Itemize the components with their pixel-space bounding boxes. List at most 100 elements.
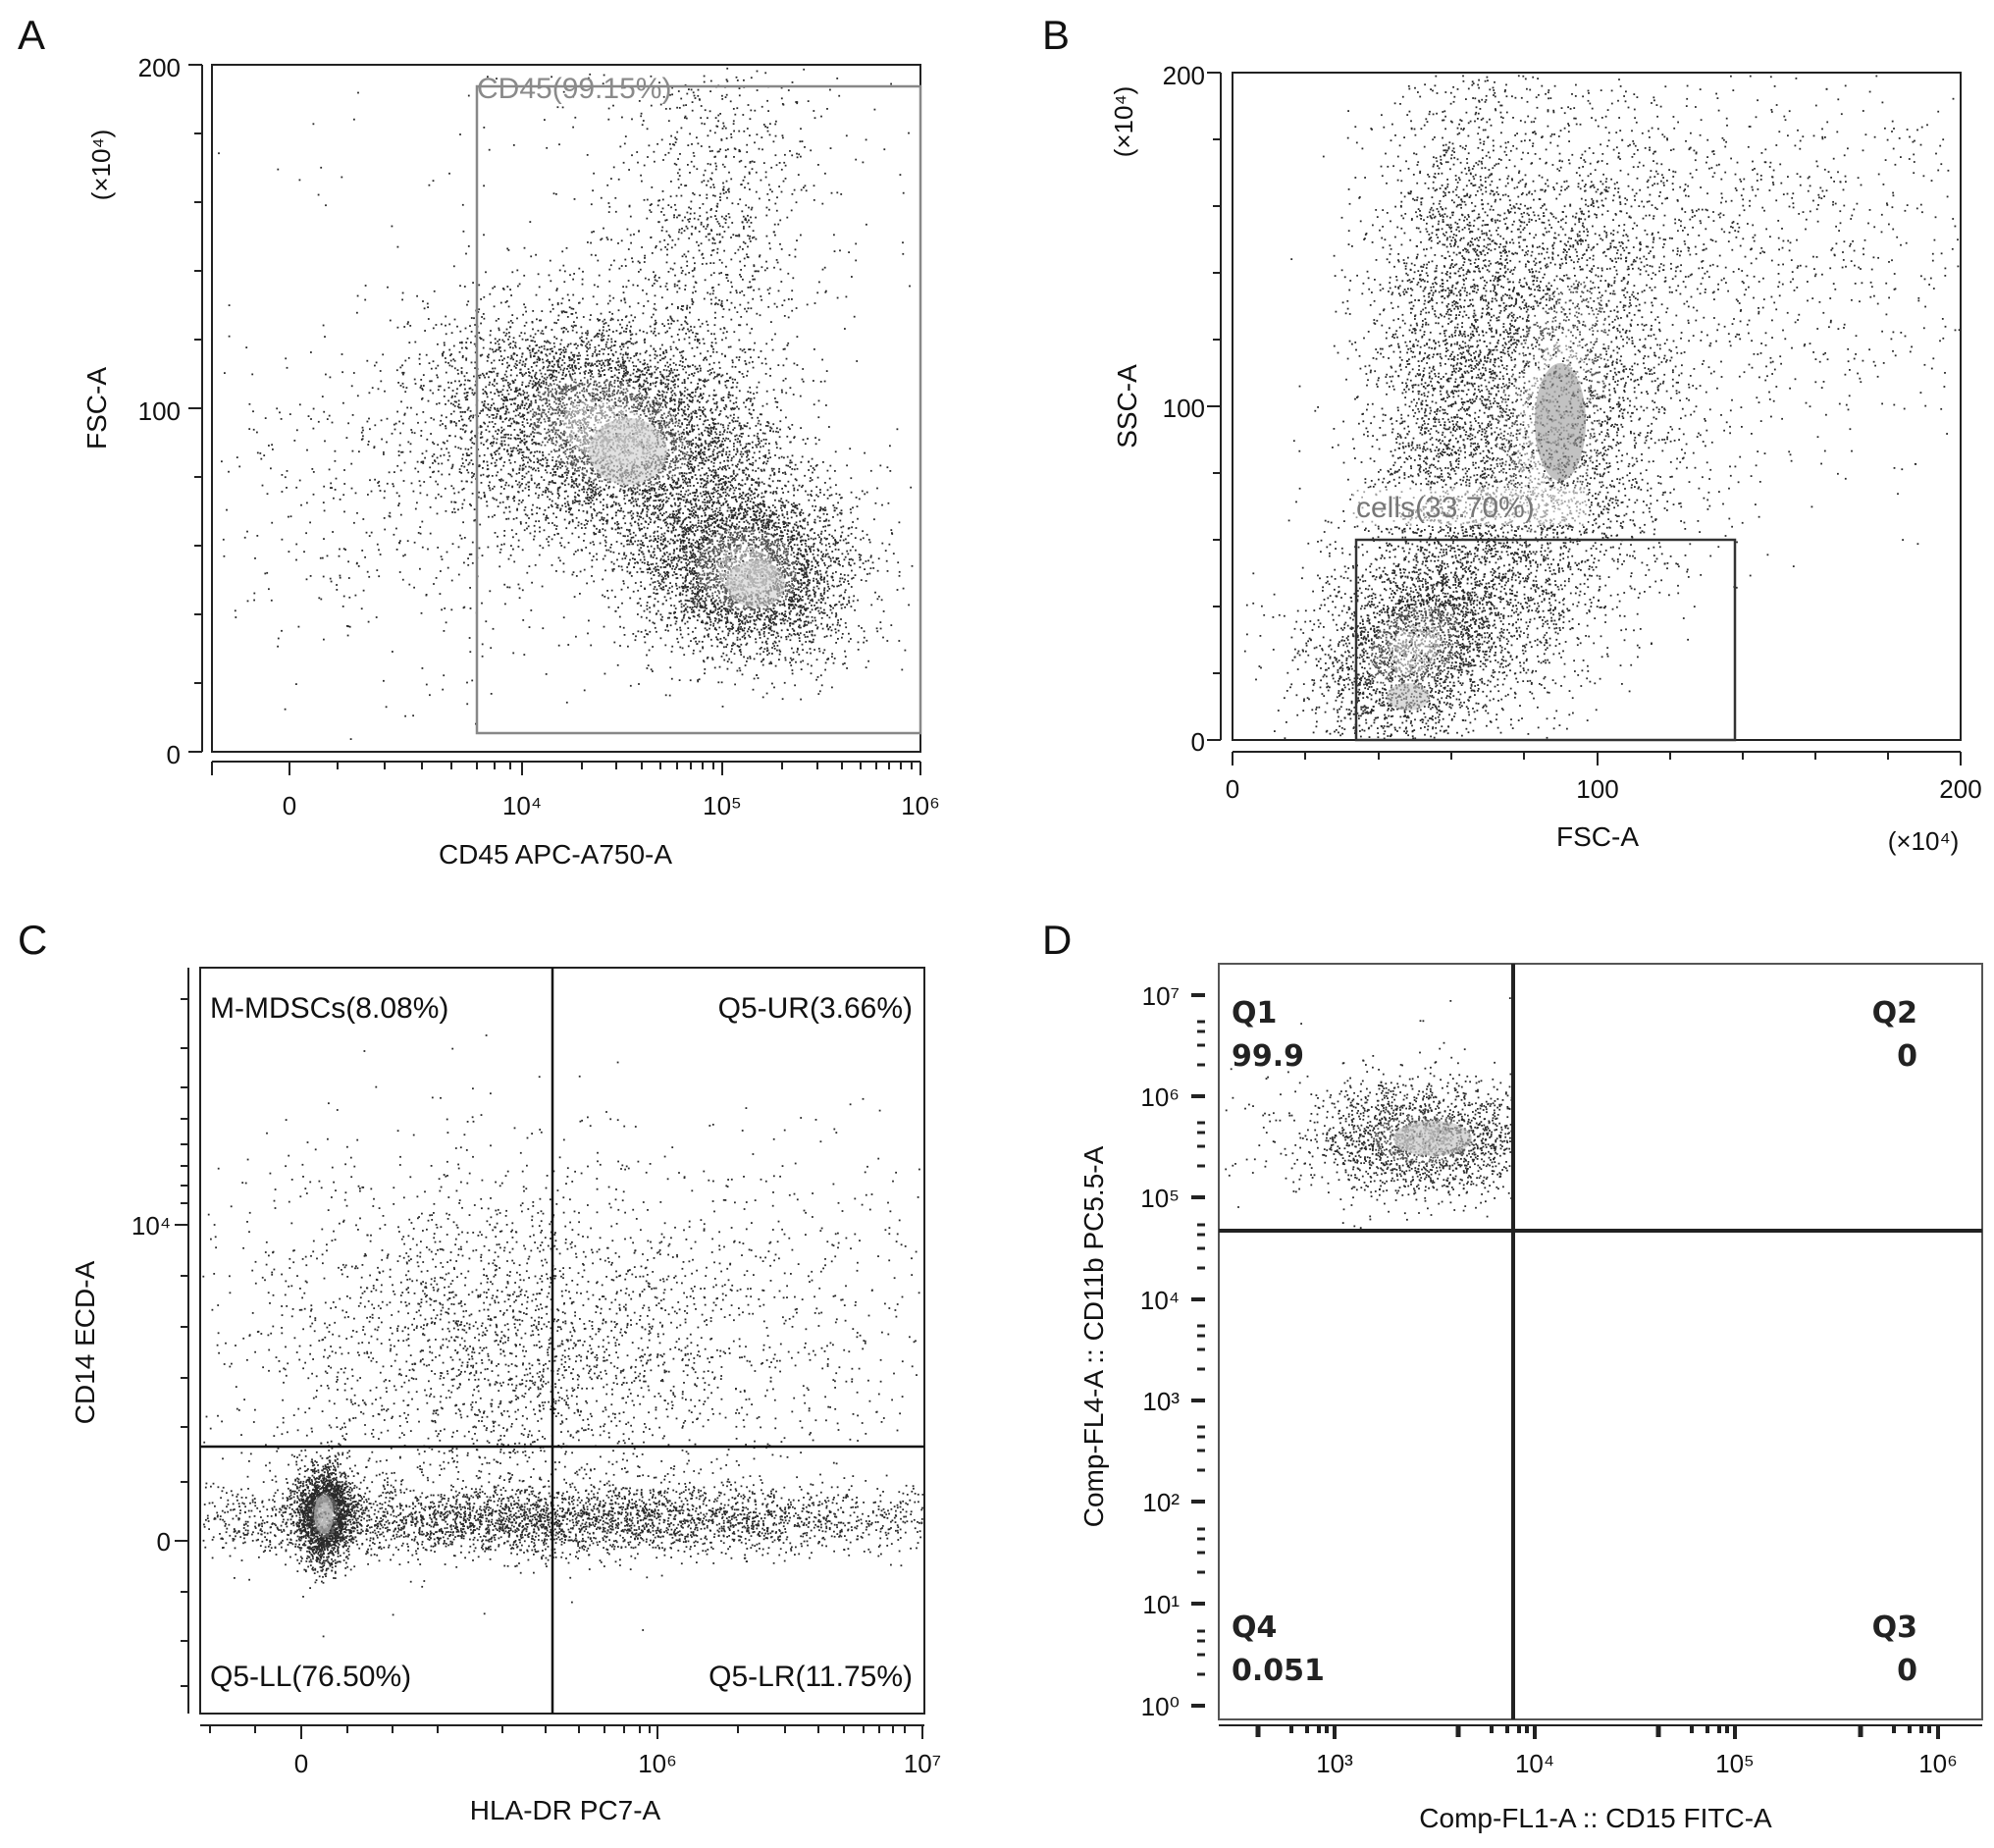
event-dot bbox=[516, 375, 518, 377]
event-dot bbox=[669, 465, 671, 467]
event-dot bbox=[640, 544, 642, 546]
event-dot bbox=[751, 328, 753, 330]
event-dot bbox=[600, 386, 602, 388]
event-dot bbox=[598, 336, 600, 338]
event-dot bbox=[503, 449, 505, 450]
event-dot bbox=[514, 344, 516, 346]
event-dot bbox=[647, 505, 649, 507]
event-dot bbox=[759, 382, 761, 384]
event-dot bbox=[551, 501, 553, 502]
event-dot bbox=[504, 374, 506, 376]
event-dot bbox=[686, 424, 688, 426]
event-dot bbox=[553, 534, 555, 536]
event-dot bbox=[471, 362, 473, 364]
event-dot bbox=[398, 496, 400, 498]
event-dot bbox=[765, 425, 767, 427]
event-dot bbox=[673, 499, 675, 501]
event-dot bbox=[593, 497, 595, 499]
event-dot bbox=[722, 449, 724, 450]
event-dot bbox=[549, 369, 551, 371]
event-dot bbox=[663, 468, 665, 470]
event-dot bbox=[455, 423, 457, 425]
event-dot bbox=[487, 505, 489, 507]
event-dot bbox=[652, 413, 654, 415]
event-dot bbox=[630, 522, 632, 524]
event-dot bbox=[484, 454, 486, 456]
event-dot bbox=[578, 404, 580, 406]
event-dot bbox=[590, 412, 592, 414]
event-dot bbox=[505, 335, 507, 337]
event-dot bbox=[574, 406, 576, 408]
event-dot bbox=[741, 498, 743, 500]
event-dot bbox=[547, 405, 549, 407]
event-dot bbox=[571, 367, 573, 369]
event-dot bbox=[628, 500, 630, 502]
event-dot bbox=[708, 432, 709, 434]
event-dot bbox=[649, 420, 651, 422]
event-dot bbox=[544, 412, 546, 414]
event-dot bbox=[707, 427, 708, 429]
event-dot bbox=[673, 355, 675, 357]
event-dot bbox=[585, 362, 587, 364]
event-dot bbox=[693, 375, 695, 377]
event-dot bbox=[719, 431, 721, 433]
event-dot bbox=[551, 450, 552, 452]
event-dot bbox=[505, 434, 507, 436]
event-dot bbox=[656, 517, 657, 519]
event-dot bbox=[655, 275, 656, 277]
event-dot bbox=[466, 469, 468, 471]
event-dot bbox=[530, 405, 532, 407]
event-dot bbox=[490, 342, 492, 343]
event-dot bbox=[684, 387, 686, 389]
event-dot bbox=[802, 379, 804, 381]
event-dot bbox=[568, 413, 570, 415]
event-dot bbox=[551, 389, 553, 391]
event-dot bbox=[619, 345, 621, 347]
event-dot bbox=[587, 494, 589, 496]
event-dot bbox=[452, 464, 454, 466]
event-dot bbox=[727, 438, 729, 440]
event-dot bbox=[700, 415, 702, 417]
event-dot bbox=[422, 411, 424, 413]
event-dot bbox=[556, 468, 558, 470]
event-dot bbox=[701, 496, 703, 498]
event-dot bbox=[654, 490, 656, 492]
event-dot bbox=[437, 484, 439, 486]
event-dot bbox=[538, 427, 540, 429]
event-dot bbox=[632, 487, 634, 489]
event-dot bbox=[864, 452, 866, 454]
event-dot bbox=[790, 459, 792, 461]
event-dot bbox=[588, 385, 590, 387]
event-dot bbox=[630, 338, 632, 340]
event-dot bbox=[496, 500, 498, 502]
event-dot bbox=[624, 515, 626, 517]
event-dot bbox=[535, 374, 537, 376]
event-dot bbox=[544, 377, 546, 379]
event-dot bbox=[506, 497, 508, 499]
event-dot bbox=[539, 463, 541, 465]
event-dot bbox=[522, 375, 524, 377]
event-dot bbox=[533, 461, 535, 463]
event-dot bbox=[749, 408, 751, 410]
event-dot bbox=[478, 285, 480, 287]
event-dot bbox=[501, 359, 503, 361]
event-dot bbox=[366, 360, 368, 362]
event-dot bbox=[579, 383, 581, 385]
event-dot bbox=[632, 362, 634, 364]
event-dot bbox=[533, 380, 535, 382]
event-dot bbox=[752, 464, 754, 466]
event-dot bbox=[590, 478, 592, 480]
event-dot bbox=[656, 355, 658, 357]
event-dot bbox=[526, 473, 528, 475]
event-dot bbox=[490, 348, 492, 350]
event-dot bbox=[521, 457, 523, 459]
event-dot bbox=[740, 425, 742, 427]
event-dot bbox=[714, 437, 716, 439]
event-dot bbox=[568, 442, 570, 444]
event-dot bbox=[776, 427, 778, 429]
event-dot bbox=[523, 407, 525, 409]
event-dot bbox=[639, 494, 641, 496]
event-dot bbox=[591, 566, 593, 568]
event-dot bbox=[715, 423, 717, 425]
event-dot bbox=[672, 495, 674, 497]
